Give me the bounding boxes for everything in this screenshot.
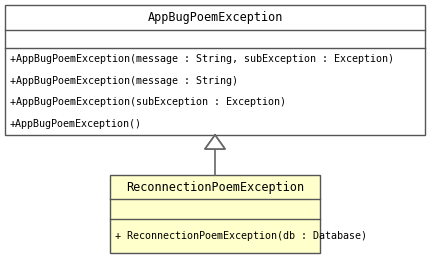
Text: +AppBugPoemException(): +AppBugPoemException() bbox=[10, 119, 142, 129]
Text: +AppBugPoemException(message : String): +AppBugPoemException(message : String) bbox=[10, 76, 238, 86]
Text: AppBugPoemException: AppBugPoemException bbox=[147, 11, 283, 24]
Bar bbox=[5, 5, 425, 135]
Text: +AppBugPoemException(subException : Exception): +AppBugPoemException(subException : Exce… bbox=[10, 97, 286, 107]
Text: +AppBugPoemException(message : String, subException : Exception): +AppBugPoemException(message : String, s… bbox=[10, 54, 394, 64]
Text: ReconnectionPoemException: ReconnectionPoemException bbox=[126, 181, 304, 193]
Polygon shape bbox=[205, 135, 225, 149]
Bar bbox=[110, 175, 320, 253]
Text: + ReconnectionPoemException(db : Database): + ReconnectionPoemException(db : Databas… bbox=[115, 231, 367, 241]
